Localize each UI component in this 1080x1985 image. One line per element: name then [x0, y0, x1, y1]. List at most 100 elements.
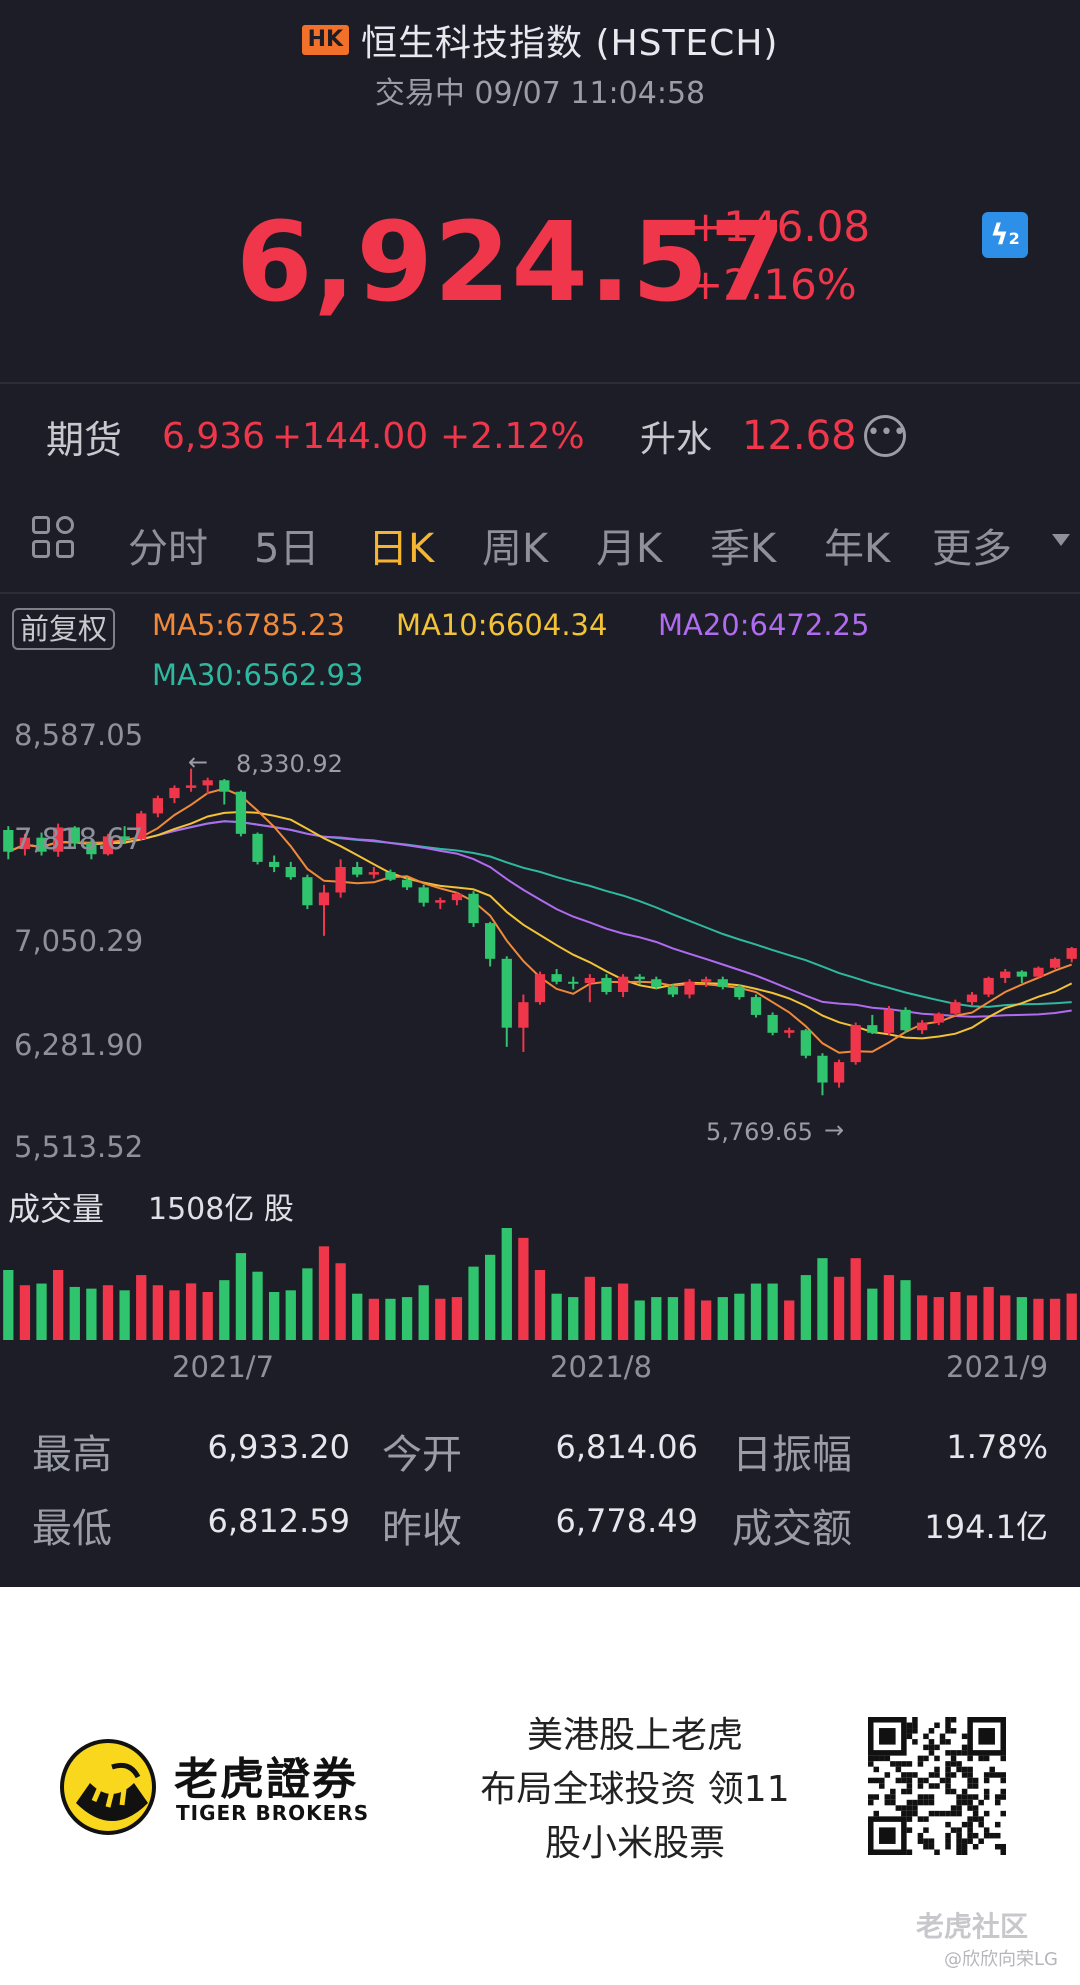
- volume-bar: [950, 1292, 961, 1340]
- community-watermark: 老虎社区: [916, 1910, 1029, 1943]
- qr-module: [950, 1717, 957, 1723]
- stat-prev-value: 6,778.49: [555, 1502, 699, 1540]
- price-change: +146.08: [688, 202, 871, 251]
- volume-bar: [850, 1258, 861, 1340]
- qr-finder-core: [879, 1728, 896, 1745]
- qr-module: [961, 1821, 968, 1828]
- index-title: 恒生科技指数 (HSTECH): [361, 23, 779, 64]
- qr-module: [890, 1788, 896, 1795]
- qr-module: [961, 1838, 968, 1844]
- qr-module: [1000, 1755, 1006, 1762]
- qr-module: [906, 1816, 913, 1822]
- qr-module: [978, 1799, 984, 1806]
- volume-bar: [933, 1297, 944, 1340]
- candle-body: [451, 893, 463, 901]
- qr-module: [923, 1755, 929, 1762]
- qr-module: [934, 1783, 940, 1789]
- qr-module: [945, 1821, 951, 1828]
- qr-module: [967, 1755, 973, 1762]
- qr-module: [868, 1794, 874, 1800]
- qr-module: [923, 1838, 929, 1844]
- candle-body: [235, 791, 247, 834]
- qr-module: [912, 1799, 918, 1806]
- qr-module: [967, 1783, 973, 1789]
- qr-module: [972, 1783, 979, 1789]
- qr-module: [895, 1777, 902, 1784]
- futures-row[interactable]: 期货 6,936 +144.00 +2.12% 升水 12.68 •••: [0, 386, 1080, 486]
- qr-module: [994, 1794, 1001, 1800]
- adjust-mode-button[interactable]: 前复权: [12, 608, 116, 650]
- volume-bar: [784, 1300, 795, 1340]
- candle-body: [36, 837, 47, 852]
- qr-module: [912, 1772, 918, 1778]
- candle-body: [53, 827, 64, 852]
- stat-amp-label: 日振幅: [732, 1432, 852, 1478]
- qr-module: [928, 1783, 935, 1789]
- qr-module: [945, 1783, 951, 1789]
- qr-module: [945, 1772, 951, 1778]
- qr-module: [1000, 1849, 1006, 1855]
- tab-daily-k[interactable]: 日K: [368, 526, 435, 572]
- last-price: 6,924.57: [236, 198, 787, 326]
- volume-bar: [750, 1283, 762, 1340]
- grid-layout-icon[interactable]: [32, 516, 78, 562]
- qr-module: [950, 1728, 957, 1734]
- qr-module: [994, 1832, 1001, 1839]
- tab-weekly-k[interactable]: 周K: [482, 526, 549, 572]
- qr-module: [967, 1777, 973, 1784]
- kline-chart[interactable]: [0, 700, 1080, 1160]
- qr-module: [972, 1810, 979, 1817]
- volume-bar: [983, 1286, 994, 1340]
- qr-module: [928, 1728, 935, 1734]
- qr-module: [906, 1728, 913, 1734]
- stat-high-value: 6,933.20: [207, 1428, 351, 1466]
- level2-lightning-icon[interactable]: ϟ2: [982, 212, 1028, 258]
- tab-more[interactable]: 更多: [932, 526, 1012, 572]
- qr-code-icon[interactable]: [868, 1717, 1006, 1855]
- qr-module: [972, 1832, 979, 1839]
- tab-yearly-k[interactable]: 年K: [824, 526, 891, 572]
- qr-module: [901, 1772, 907, 1778]
- qr-module: [890, 1799, 896, 1806]
- y-tick-label: 7,050.29: [14, 924, 144, 958]
- qr-module: [901, 1788, 907, 1795]
- volume-bar: [418, 1285, 429, 1340]
- volume-bar: [219, 1280, 230, 1340]
- qr-module: [906, 1849, 913, 1855]
- candle-body: [269, 861, 280, 867]
- qr-module: [956, 1799, 962, 1806]
- candle-body: [717, 979, 728, 987]
- qr-module: [923, 1816, 929, 1822]
- candle-body: [900, 1009, 911, 1031]
- stat-prev-label: 昨收: [382, 1506, 462, 1552]
- qr-module: [912, 1722, 918, 1729]
- grid-cell: [56, 516, 74, 534]
- tab-monthly-k[interactable]: 月K: [596, 526, 663, 572]
- qr-module: [961, 1843, 968, 1850]
- qr-module: [994, 1821, 1001, 1828]
- promo-banner[interactable]: 老虎證券 TIGER BROKERS 美港股上老虎 布局全球投资 领11 股小米…: [0, 1587, 1080, 1985]
- qr-module: [967, 1827, 973, 1833]
- candle-body: [1016, 971, 1027, 977]
- tiger-logo-icon: [60, 1739, 156, 1835]
- tab-quarterly-k[interactable]: 季K: [710, 526, 777, 572]
- qr-module: [906, 1783, 913, 1789]
- title-row: HK 恒生科技指数 (HSTECH): [0, 14, 1080, 66]
- qr-module: [939, 1739, 946, 1745]
- qr-module: [945, 1761, 951, 1767]
- tab-5day[interactable]: 5日: [254, 526, 320, 572]
- volume-bar: [568, 1297, 579, 1340]
- qr-module: [879, 1755, 885, 1762]
- tab-intraday[interactable]: 分时: [128, 526, 208, 572]
- ma30-label: MA30:6562.93: [152, 658, 364, 692]
- qr-module: [928, 1799, 935, 1806]
- qr-module: [967, 1805, 973, 1811]
- qr-module: [934, 1849, 940, 1855]
- ellipsis-circle-icon[interactable]: •••: [864, 415, 906, 457]
- candle-body: [401, 879, 413, 888]
- volume-bar: [717, 1297, 728, 1340]
- qr-module: [917, 1794, 924, 1800]
- volume-bar: [601, 1286, 612, 1340]
- volume-bar: [684, 1288, 695, 1340]
- chevron-down-icon[interactable]: [1052, 534, 1070, 546]
